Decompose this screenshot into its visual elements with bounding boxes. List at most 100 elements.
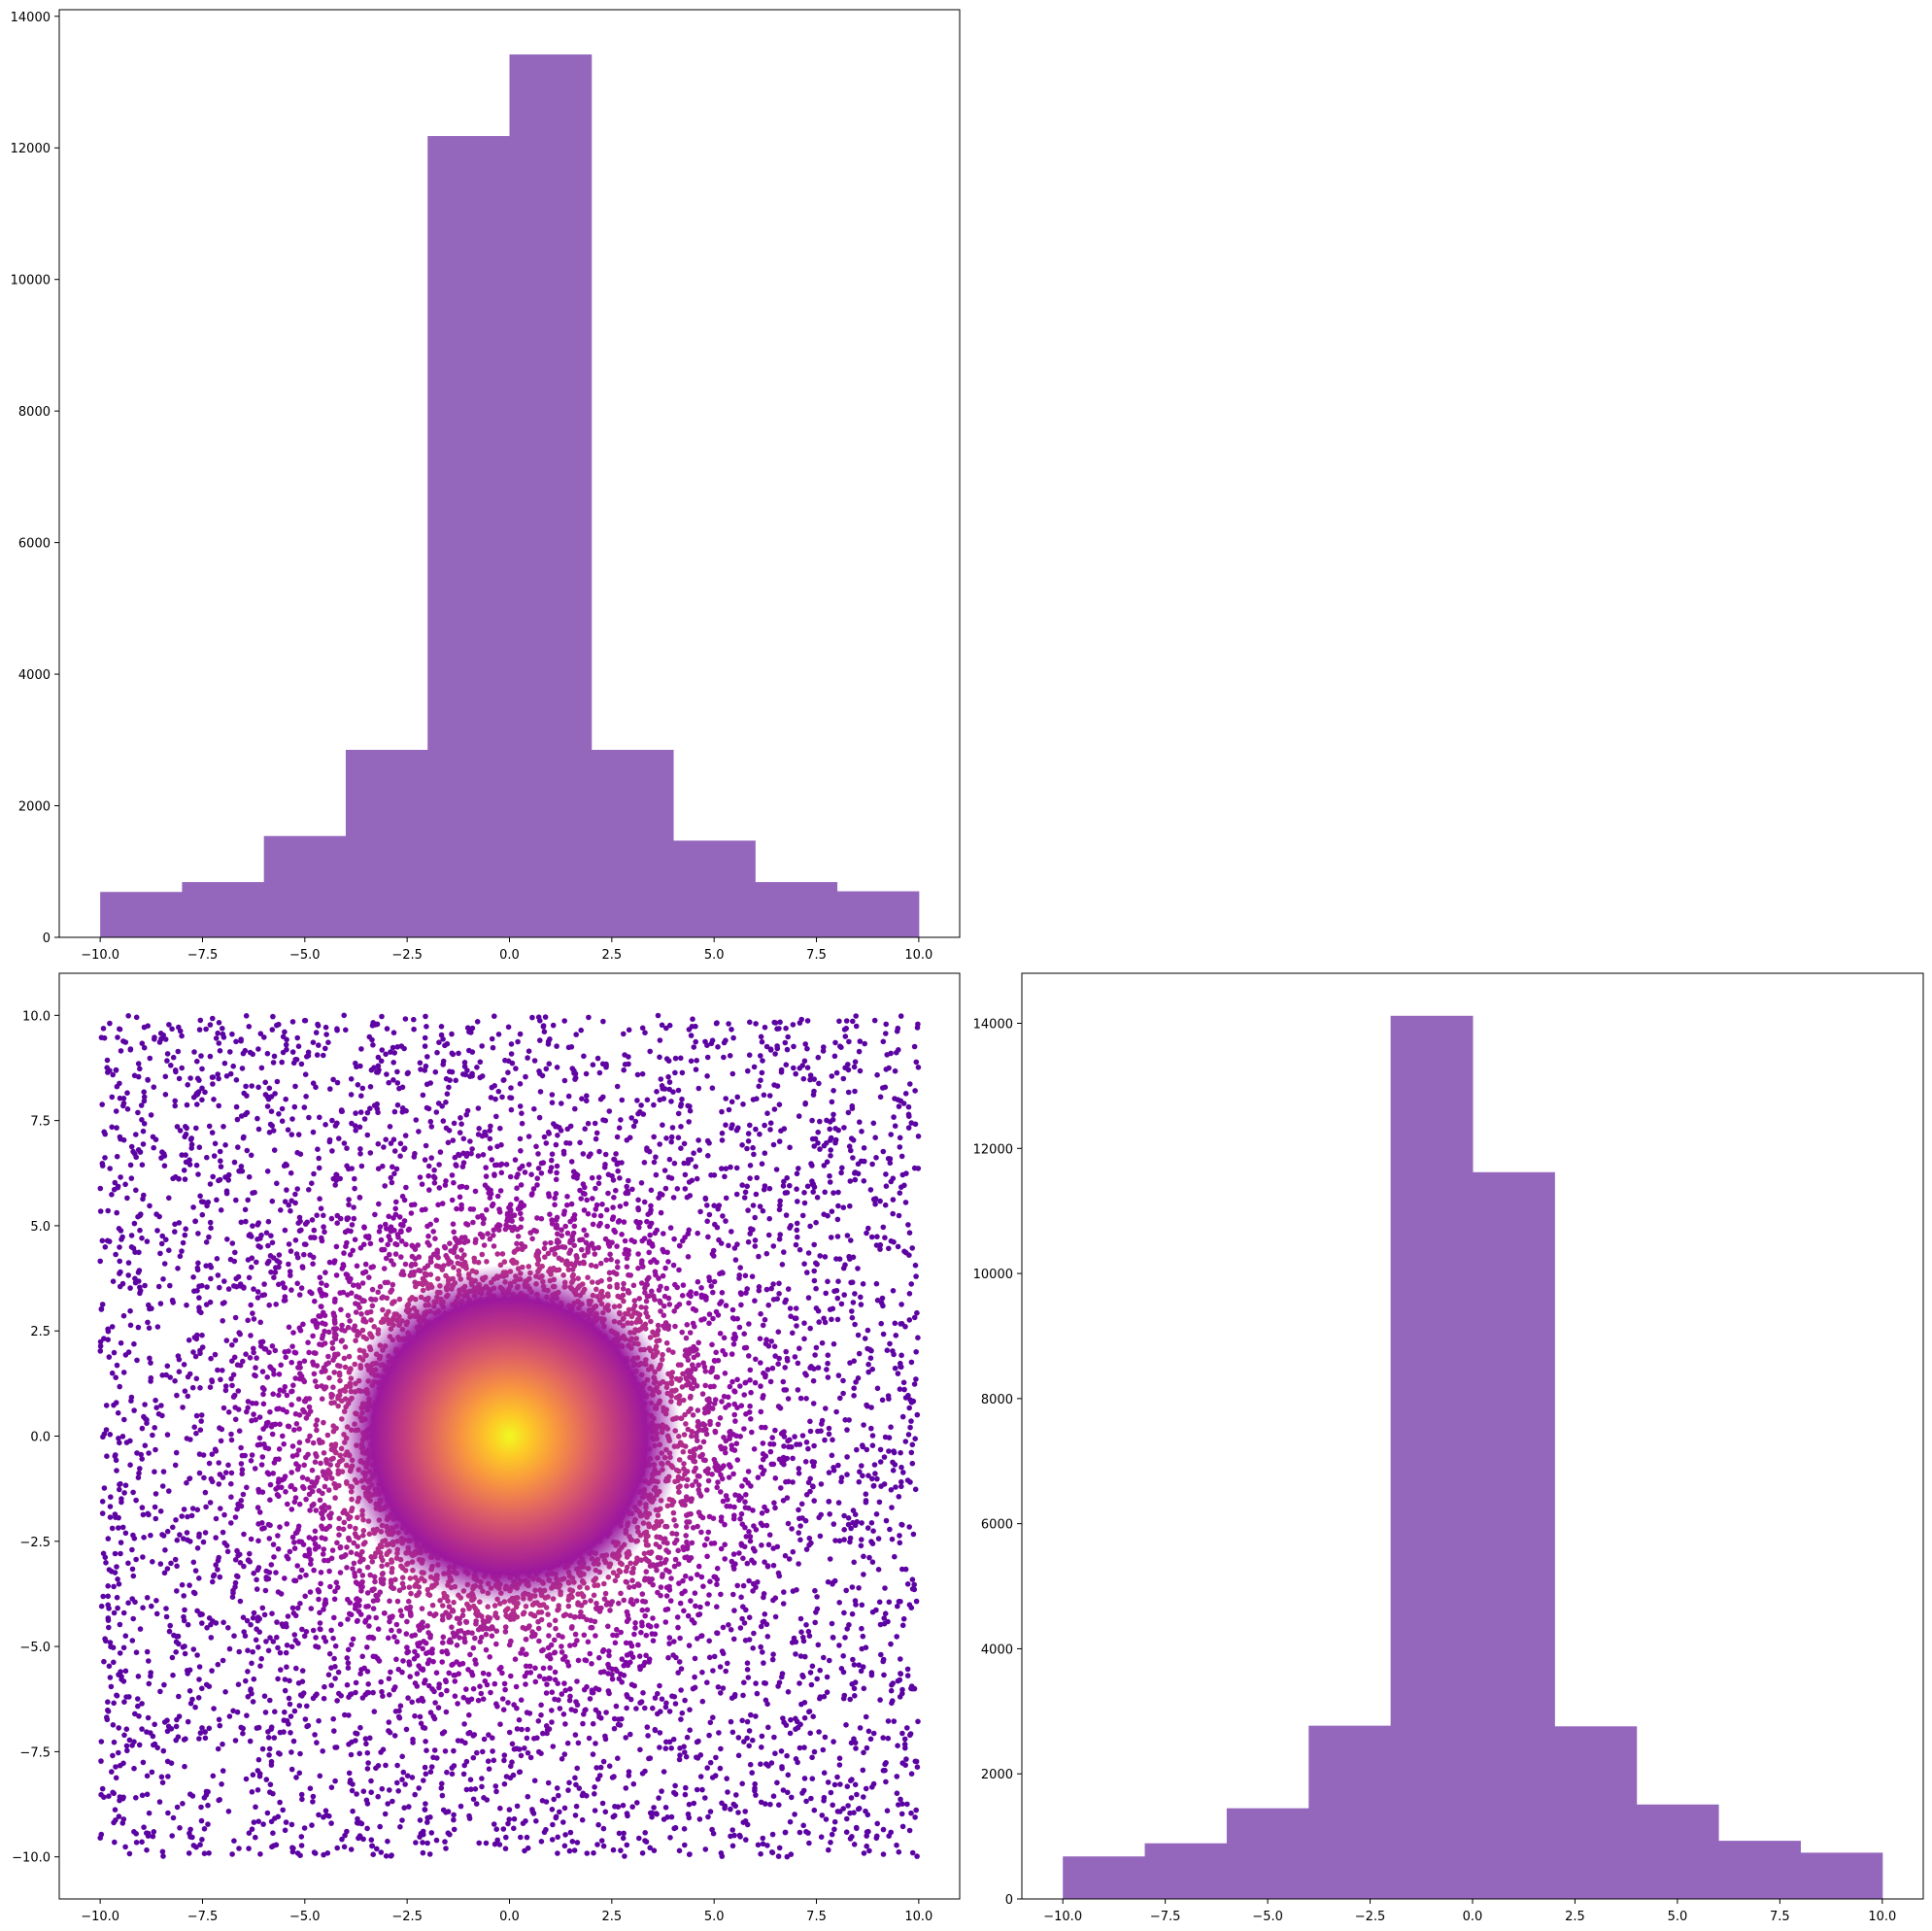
scatter-point (801, 1700, 808, 1706)
scatter-point (889, 1505, 895, 1510)
scatter-point (262, 1079, 269, 1086)
scatter-point (491, 1083, 497, 1089)
scatter-point (141, 1089, 147, 1095)
scatter-point (840, 1806, 846, 1812)
scatter-point (656, 1195, 661, 1201)
scatter-point (236, 1168, 242, 1174)
scatter-point (215, 1567, 220, 1573)
scatter-point (303, 1094, 309, 1100)
scatter-point (460, 1771, 467, 1778)
scatter-point (135, 1073, 142, 1080)
scatter-point (713, 1373, 720, 1380)
scatter-point (772, 1613, 779, 1620)
scatter-point (402, 1016, 409, 1022)
scatter-point (772, 1475, 779, 1481)
scatter-point (523, 1073, 528, 1080)
scatter-point (488, 1095, 494, 1101)
scatter-point (177, 1532, 183, 1538)
scatter-point (106, 1663, 113, 1670)
scatter-point (146, 1810, 153, 1816)
scatter-point (638, 1102, 644, 1108)
scatter-point (226, 1713, 233, 1719)
scatter-point (302, 1716, 309, 1722)
scatter-point (713, 1308, 720, 1315)
scatter-point (172, 1098, 178, 1104)
scatter-point (841, 1125, 847, 1131)
scatter-point (479, 1776, 485, 1781)
scatter-point (251, 1345, 256, 1352)
scatter-point (106, 1606, 112, 1611)
scatter-point (436, 1039, 442, 1045)
scatter-point (733, 1792, 739, 1798)
scatter-point (368, 1789, 375, 1795)
scatter-point (368, 1778, 374, 1784)
scatter-point (322, 1045, 328, 1052)
scatter-point (319, 1523, 324, 1529)
scatter-point (890, 1468, 897, 1474)
scatter-point (129, 1546, 135, 1553)
scatter-point (787, 1818, 794, 1825)
scatter-point (383, 1255, 390, 1262)
scatter-point (661, 1769, 667, 1775)
scatter-point (543, 1066, 550, 1072)
scatter-point (772, 1427, 778, 1434)
scatter-point (449, 1031, 455, 1037)
scatter-point (316, 1812, 322, 1818)
scatter-point (865, 1225, 871, 1232)
scatter-point (897, 1144, 903, 1150)
scatter-point (704, 1765, 710, 1771)
scatter-point (525, 1055, 530, 1061)
scatter-point (353, 1689, 358, 1696)
scatter-point (661, 1303, 667, 1309)
scatter-point (109, 1525, 116, 1532)
scatter-point (287, 1701, 293, 1708)
scatter-point (879, 1397, 886, 1404)
scatter-point (217, 1176, 223, 1183)
scatter-point (762, 1122, 767, 1129)
scatter-point (221, 1278, 227, 1284)
scatter-point (160, 1469, 167, 1474)
scatter-point (194, 1545, 201, 1551)
scatter-point (547, 1036, 553, 1042)
scatter-point (474, 1019, 481, 1025)
scatter-point (600, 1018, 606, 1025)
scatter-point (114, 1468, 119, 1474)
scatter-point (756, 1083, 762, 1090)
scatter-point (638, 1629, 644, 1636)
scatter-point (317, 1626, 323, 1632)
scatter-point (881, 1454, 888, 1460)
scatter-point (139, 1235, 145, 1241)
scatter-point (206, 1850, 212, 1856)
scatter-point (261, 1292, 268, 1298)
scatter-point (486, 1672, 491, 1677)
scatter-point (597, 1212, 604, 1219)
scatter-point (905, 1392, 911, 1399)
scatter-point (678, 1687, 684, 1693)
scatter-point (288, 1272, 293, 1278)
scatter-point (182, 1232, 188, 1238)
scatter-point (912, 1436, 918, 1441)
scatter-point (557, 1706, 563, 1711)
scatter-point (105, 1337, 111, 1342)
scatter-point (417, 1713, 424, 1720)
scatter-point (804, 1183, 811, 1190)
top-histogram-x-tick-label: 0.0 (499, 948, 520, 963)
scatter-point (391, 1148, 398, 1154)
scatter-point (517, 1103, 524, 1109)
scatter-point (750, 1645, 756, 1651)
scatter-point (860, 1473, 865, 1479)
scatter-point (418, 1067, 424, 1072)
scatter-point (864, 1812, 871, 1818)
scatter-point (153, 1515, 159, 1522)
scatter-point (662, 1607, 669, 1613)
scatter-point (403, 1184, 409, 1191)
scatter-point (193, 1430, 199, 1437)
scatter-point (560, 1148, 567, 1155)
scatter-point (285, 1127, 291, 1133)
scatter-point (196, 1295, 202, 1301)
scatter-point (321, 1851, 326, 1858)
scatter-point (666, 1302, 673, 1307)
scatter-point (102, 1244, 109, 1250)
scatter-point (360, 1836, 366, 1843)
scatter-point (894, 1774, 900, 1779)
